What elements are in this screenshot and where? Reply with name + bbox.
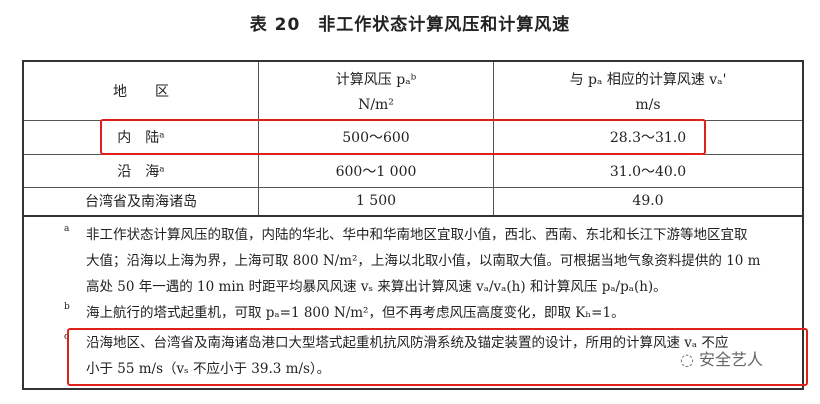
header-pressure-unit: N/m² bbox=[358, 97, 394, 113]
header-pressure-cell: 计算风压 pₐᵇ N/m² bbox=[259, 62, 494, 120]
note-line: 非工作状态计算风压的取值，内陆的华北、华中和华南地区宜取小值，西北、西南、东北和… bbox=[86, 227, 748, 243]
table-header: 地 区 计算风压 pₐᵇ N/m² 与 pₐ 相应的计算风速 vₐ' m/s bbox=[24, 62, 802, 121]
note-mark: b bbox=[64, 302, 70, 312]
header-speed-unit: m/s bbox=[635, 97, 661, 113]
cell-speed: 31.0～40.0 bbox=[609, 163, 687, 180]
note-line: 高处 50 年一遇的 10 min 时距平均暴风风速 vₛ 来算出计算风速 vₐ… bbox=[86, 279, 667, 295]
cell-pressure: 500～600 bbox=[259, 120, 494, 154]
wind-table: 地 区 计算风压 pₐᵇ N/m² 与 pₐ 相应的计算风速 vₐ' m/s 内… bbox=[22, 60, 804, 390]
watermark: ◌ 安全艺人 bbox=[680, 350, 764, 369]
table-row: 台湾省及南海诸岛 1 500 49.0 bbox=[24, 187, 802, 217]
note-line: 小于 55 m/s（vₛ 不应小于 39.3 m/s）。 bbox=[86, 361, 331, 377]
header-region: 地 区 bbox=[24, 62, 259, 120]
highlight-box-inland bbox=[100, 119, 706, 155]
table-row: 沿 海ᵃ 600～1 000 31.0～40.0 bbox=[24, 154, 802, 188]
note-a: a 非工作状态计算风压的取值，内陆的华北、华中和华南地区宜取小值，西北、西南、东… bbox=[64, 222, 796, 300]
note-mark: c bbox=[64, 332, 70, 342]
note-b: b 海上航行的塔式起重机，可取 pₐ=1 800 N/m²，但不再考虑风压高度变… bbox=[64, 300, 796, 326]
cell-pressure: 1 500 bbox=[259, 187, 494, 215]
cell-region: 台湾省及南海诸岛 bbox=[24, 187, 259, 215]
cell-region: 沿 海ᵃ bbox=[24, 154, 259, 187]
cell-speed: 28.3～31.0 bbox=[609, 130, 687, 146]
note-line: 海上航行的塔式起重机，可取 pₐ=1 800 N/m²，但不再考虑风压高度变化，… bbox=[86, 305, 625, 321]
header-speed-cell: 与 pₐ 相应的计算风速 vₐ' m/s bbox=[494, 62, 802, 120]
header-pressure: 计算风压 pₐᵇ bbox=[335, 72, 417, 88]
cell-pressure: 600～1 000 bbox=[259, 154, 494, 187]
note-line: 大值；沿海以上海为界，上海可取 800 N/m²，上海以北取小值，以南取大值。可… bbox=[86, 253, 761, 269]
note-c: c 沿海地区、台湾省及南海诸岛港口大型塔式起重机抗风防滑系统及锚定装置的设计，所… bbox=[64, 330, 796, 382]
cell-speed: 49.0 bbox=[632, 193, 664, 209]
cell-region: 内 陆ᵃ bbox=[24, 120, 259, 154]
note-mark: a bbox=[64, 224, 70, 234]
table-title: 表 20 非工作状态计算风压和计算风速 bbox=[249, 15, 571, 35]
note-line: 沿海地区、台湾省及南海诸岛港口大型塔式起重机抗风防滑系统及锚定装置的设计，所用的… bbox=[86, 335, 729, 351]
highlight-box-note-c bbox=[67, 328, 808, 386]
header-speed: 与 pₐ 相应的计算风速 vₐ' bbox=[569, 72, 727, 88]
watermark-text: 安全艺人 bbox=[699, 350, 764, 369]
